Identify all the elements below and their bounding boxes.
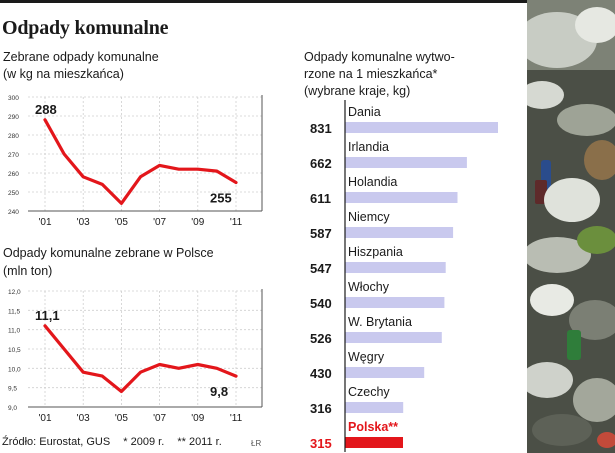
chart2-y-tick-label: 11,0 xyxy=(8,328,21,335)
bar xyxy=(345,227,454,238)
chart2-y-tick-label: 9,5 xyxy=(8,386,17,393)
infographic: Odpady komunalne Zebrane odpady komunaln… xyxy=(0,0,527,453)
bar-value-label: 547 xyxy=(310,261,332,276)
bar-value-label: 611 xyxy=(310,191,331,206)
bar-category-label: Węgry xyxy=(348,350,385,364)
charts-canvas: 240 250 260 270 280 290 300 '01 '03 '05 '07 '09 '11 2… xyxy=(8,95,498,452)
chart2-x-tick-label: '01 xyxy=(38,413,51,424)
chart2-last-value-label: 9,8 xyxy=(210,384,228,399)
chart1-x-tick-label: '01 xyxy=(38,217,51,228)
bar-value-label: 540 xyxy=(310,296,332,311)
footnote-2009: * 2009 r. xyxy=(123,436,165,448)
chart1-y-tick-label: 300 xyxy=(8,95,19,102)
chart1-y-tick-label: 240 xyxy=(8,209,19,216)
source-text: Źródło: Eurostat, GUS xyxy=(2,436,111,448)
chart1-subtitle: (w kg na mieszkańca) xyxy=(3,67,124,81)
bar-category-label: Holandia xyxy=(348,175,397,189)
chart1-title: Zebrane odpady komunalne xyxy=(3,50,159,64)
chart1-y-tick-label: 280 xyxy=(8,133,19,140)
chart1-x-tick-label: '05 xyxy=(115,217,128,228)
bar xyxy=(345,297,445,308)
top-rule xyxy=(0,0,527,3)
chart2-first-value-label: 11,1 xyxy=(35,308,60,323)
chart2-y-tick-label: 9,0 xyxy=(8,405,17,412)
bar-value-label: 526 xyxy=(310,331,332,346)
chart3-title: Odpady komunalne wytwo- rzone na 1 miesz… xyxy=(304,50,455,81)
bar-category-label: Hiszpania xyxy=(348,245,403,259)
chart1-x-tick-label: '09 xyxy=(191,217,204,228)
landfill-photo xyxy=(527,0,615,453)
bar-value-label: 315 xyxy=(310,436,332,451)
bar-value-label: 662 xyxy=(310,156,332,171)
footnote-2011: ** 2011 r. xyxy=(177,436,222,448)
chart2-y-tick-label: 12,0 xyxy=(8,289,21,296)
chart2-x-tick-label: '09 xyxy=(191,413,204,424)
bar xyxy=(345,332,442,343)
chart1-y-tick-label: 290 xyxy=(8,114,19,121)
chart1-first-value-label: 288 xyxy=(35,102,57,117)
chart1-last-value-label: 255 xyxy=(210,191,232,206)
chart2-y-tick-label: 11,5 xyxy=(8,308,21,315)
bar-value-label: 587 xyxy=(310,226,332,241)
author-credit: ŁR xyxy=(251,439,262,448)
bar-category-label: W. Brytania xyxy=(348,315,412,329)
chart1-series-line xyxy=(43,118,238,205)
chart2-x-tick-label: '03 xyxy=(77,413,90,424)
chart1-y-tick-label: 250 xyxy=(8,190,19,197)
bar-category-label: Polska** xyxy=(348,420,398,434)
chart3-subtitle: (wybrane kraje, kg) xyxy=(304,84,411,98)
bar-value-label: 430 xyxy=(310,366,332,381)
bar xyxy=(345,437,403,448)
chart1-x-tick-label: '11 xyxy=(230,217,243,228)
bar-category-label: Irlandia xyxy=(348,140,389,154)
bar xyxy=(345,192,458,203)
bar xyxy=(345,367,425,378)
infographic-title: Odpady komunalne xyxy=(2,17,169,39)
chart1-y-tick-label: 270 xyxy=(8,152,19,159)
chart1-x-tick-label: '03 xyxy=(77,217,90,228)
bar-value-label: 831 xyxy=(310,121,332,136)
bar xyxy=(345,157,467,168)
chart2-subtitle: (mln ton) xyxy=(3,264,53,278)
bar-category-label: Niemcy xyxy=(348,210,390,224)
chart2-y-tick-label: 10,5 xyxy=(8,347,21,354)
bar-category-label: Włochy xyxy=(348,280,390,294)
chart2-x-tick-label: '07 xyxy=(153,413,166,424)
chart2-x-tick-label: '05 xyxy=(115,413,128,424)
bar xyxy=(345,262,446,273)
chart1-y-tick-label: 260 xyxy=(8,171,19,178)
bar-value-label: 316 xyxy=(310,401,332,416)
chart2-y-tick-label: 10,0 xyxy=(8,366,21,373)
bar xyxy=(345,122,498,133)
chart2-title: Odpady komunalne zebrane w Polsce xyxy=(3,246,214,260)
chart2-series-line xyxy=(43,324,238,394)
bar xyxy=(345,402,404,413)
bar-category-label: Dania xyxy=(348,105,381,119)
chart2-x-tick-label: '11 xyxy=(230,413,243,424)
chart1-x-tick-label: '07 xyxy=(153,217,166,228)
bar-category-label: Czechy xyxy=(348,385,390,399)
source-line: Źródło: Eurostat, GUS * 2009 r. ** 2011 … xyxy=(2,436,232,448)
